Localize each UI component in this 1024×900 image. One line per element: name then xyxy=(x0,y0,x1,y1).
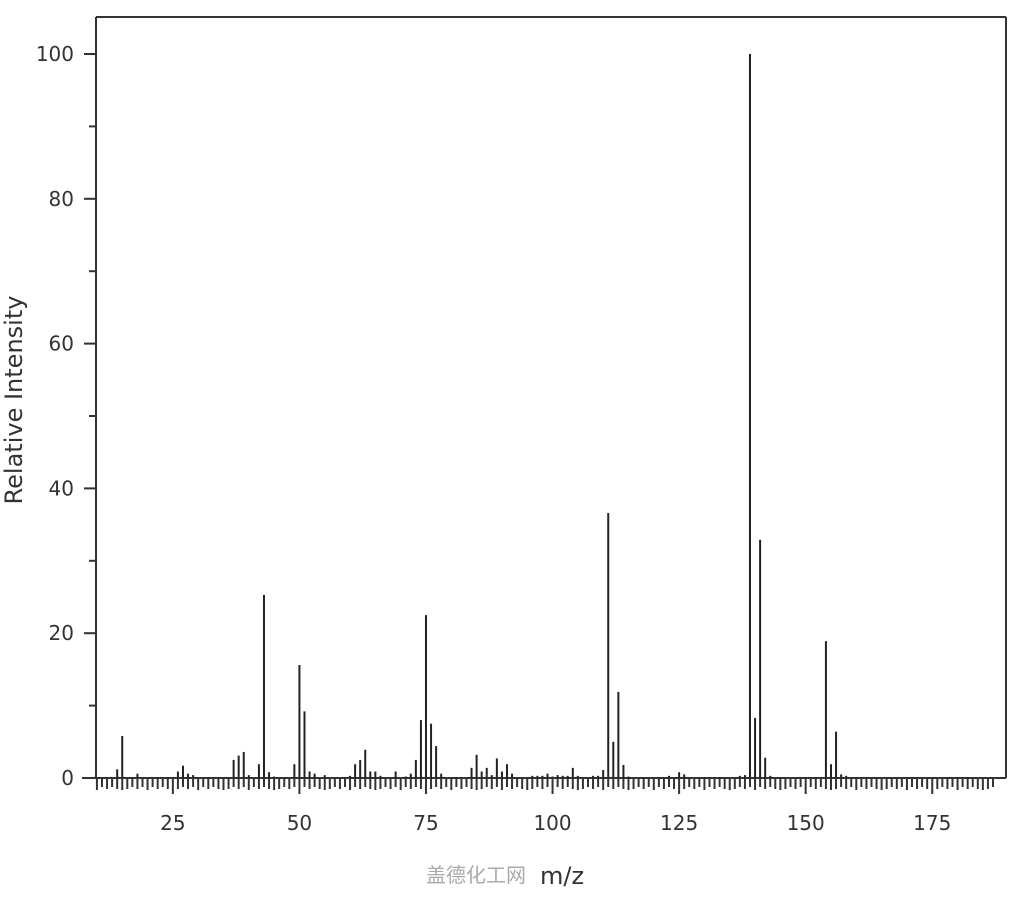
peaks xyxy=(116,54,848,778)
y-axis-title: Relative Intensity xyxy=(0,296,28,505)
watermark: 盖德化工网 xyxy=(426,863,526,887)
y-tick-label: 60 xyxy=(49,332,74,356)
x-axis: 25 50 75 100 125 150 175 xyxy=(95,778,994,835)
y-tick-label: 80 xyxy=(49,187,74,211)
y-tick-label: 0 xyxy=(61,766,74,790)
x-tick-label: 100 xyxy=(533,811,571,835)
x-tick-label: 50 xyxy=(287,811,312,835)
plot-frame xyxy=(82,16,1007,779)
y-tick-label: 100 xyxy=(36,42,74,66)
x-tick-label: 175 xyxy=(913,811,951,835)
x-axis-title: m/z xyxy=(540,862,584,890)
x-tick-label: 150 xyxy=(787,811,825,835)
y-tick-label: 40 xyxy=(49,476,74,500)
y-tick-label: 20 xyxy=(49,621,74,645)
y-axis: 0 20 40 60 80 100 xyxy=(36,42,96,790)
x-tick-label: 25 xyxy=(160,811,185,835)
x-tick-label: 125 xyxy=(660,811,698,835)
x-tick-label: 75 xyxy=(413,811,438,835)
